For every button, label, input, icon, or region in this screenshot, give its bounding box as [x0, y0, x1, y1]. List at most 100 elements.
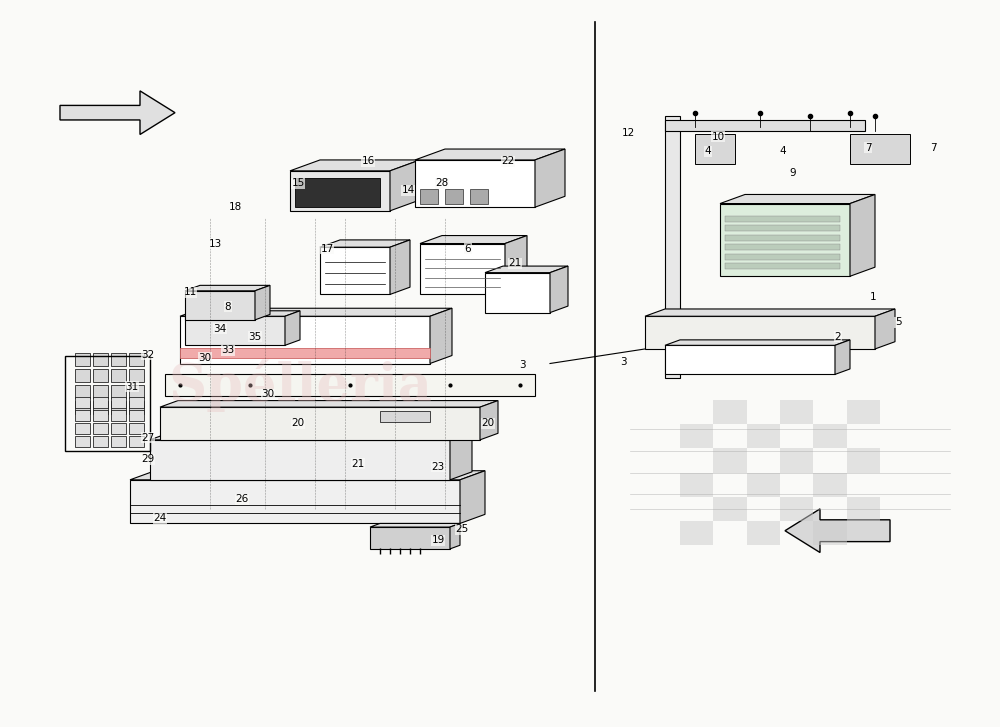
FancyBboxPatch shape [725, 225, 840, 231]
Text: 10: 10 [711, 132, 725, 142]
Polygon shape [60, 91, 175, 134]
FancyBboxPatch shape [129, 385, 144, 398]
Text: 18: 18 [228, 202, 242, 212]
Polygon shape [835, 340, 850, 374]
Text: 21: 21 [508, 258, 522, 268]
FancyBboxPatch shape [111, 401, 126, 414]
FancyBboxPatch shape [847, 497, 880, 521]
FancyBboxPatch shape [680, 521, 713, 545]
Polygon shape [645, 316, 875, 349]
FancyBboxPatch shape [75, 397, 90, 408]
Polygon shape [150, 440, 450, 480]
FancyBboxPatch shape [747, 473, 780, 497]
Polygon shape [665, 340, 850, 345]
Text: 24: 24 [153, 513, 167, 523]
Polygon shape [460, 471, 485, 523]
FancyBboxPatch shape [725, 216, 840, 222]
Polygon shape [875, 309, 895, 349]
Text: 28: 28 [435, 178, 449, 188]
Text: 5: 5 [895, 317, 901, 327]
Text: 15: 15 [291, 178, 305, 188]
Text: 33: 33 [221, 345, 235, 356]
FancyBboxPatch shape [111, 423, 126, 434]
Text: 2: 2 [835, 332, 841, 342]
FancyBboxPatch shape [725, 235, 840, 241]
FancyBboxPatch shape [713, 400, 747, 424]
FancyBboxPatch shape [93, 410, 108, 421]
FancyBboxPatch shape [111, 397, 126, 408]
FancyBboxPatch shape [129, 401, 144, 414]
FancyBboxPatch shape [813, 473, 847, 497]
FancyBboxPatch shape [813, 424, 847, 449]
Polygon shape [390, 240, 410, 294]
Text: 19: 19 [431, 535, 445, 545]
FancyBboxPatch shape [713, 449, 747, 473]
FancyBboxPatch shape [680, 473, 713, 497]
Text: Spélleria: Spélleria [168, 359, 432, 411]
FancyBboxPatch shape [111, 436, 126, 447]
Polygon shape [850, 195, 875, 276]
FancyBboxPatch shape [75, 385, 90, 398]
FancyBboxPatch shape [93, 397, 108, 408]
FancyBboxPatch shape [813, 521, 847, 545]
Text: 26: 26 [235, 494, 249, 505]
Text: 14: 14 [401, 185, 415, 196]
Text: 3: 3 [519, 360, 525, 370]
Text: 35: 35 [248, 332, 262, 342]
Polygon shape [180, 316, 430, 364]
FancyBboxPatch shape [129, 410, 144, 421]
FancyBboxPatch shape [847, 449, 880, 473]
FancyBboxPatch shape [75, 401, 90, 414]
Text: 13: 13 [208, 238, 222, 249]
Polygon shape [185, 311, 300, 316]
FancyBboxPatch shape [75, 410, 90, 421]
Text: 32: 32 [141, 350, 155, 360]
Text: 7: 7 [930, 142, 936, 153]
FancyBboxPatch shape [725, 244, 840, 250]
Polygon shape [450, 523, 460, 549]
Text: 4: 4 [705, 146, 711, 156]
Polygon shape [130, 471, 485, 480]
Polygon shape [485, 266, 568, 273]
Polygon shape [535, 149, 565, 207]
FancyBboxPatch shape [129, 397, 144, 408]
FancyBboxPatch shape [725, 254, 840, 260]
Polygon shape [420, 244, 505, 294]
FancyBboxPatch shape [75, 436, 90, 447]
Text: 7: 7 [865, 142, 871, 153]
Polygon shape [290, 171, 390, 211]
FancyBboxPatch shape [445, 189, 463, 204]
FancyBboxPatch shape [780, 400, 813, 424]
FancyBboxPatch shape [93, 401, 108, 414]
Text: 6: 6 [465, 244, 471, 254]
Text: 31: 31 [125, 382, 139, 392]
FancyBboxPatch shape [75, 423, 90, 434]
Text: 4: 4 [780, 146, 786, 156]
Polygon shape [320, 240, 410, 247]
Polygon shape [160, 407, 480, 440]
FancyBboxPatch shape [93, 423, 108, 434]
FancyBboxPatch shape [680, 424, 713, 449]
Text: 29: 29 [141, 454, 155, 465]
FancyBboxPatch shape [713, 497, 747, 521]
Polygon shape [370, 523, 460, 527]
FancyBboxPatch shape [665, 116, 680, 378]
FancyBboxPatch shape [780, 449, 813, 473]
Polygon shape [785, 509, 890, 553]
Polygon shape [320, 247, 390, 294]
FancyBboxPatch shape [295, 178, 380, 207]
FancyBboxPatch shape [695, 134, 735, 164]
Text: 20: 20 [481, 418, 495, 428]
Text: 21: 21 [351, 459, 365, 469]
Polygon shape [390, 160, 420, 211]
Text: 3: 3 [620, 357, 626, 367]
Text: 16: 16 [361, 156, 375, 166]
FancyBboxPatch shape [93, 369, 108, 382]
Polygon shape [505, 236, 527, 294]
Polygon shape [130, 480, 460, 523]
FancyBboxPatch shape [93, 385, 108, 398]
Polygon shape [150, 432, 472, 440]
Polygon shape [180, 308, 452, 316]
Text: 11: 11 [183, 287, 197, 297]
Text: 20: 20 [291, 418, 305, 428]
